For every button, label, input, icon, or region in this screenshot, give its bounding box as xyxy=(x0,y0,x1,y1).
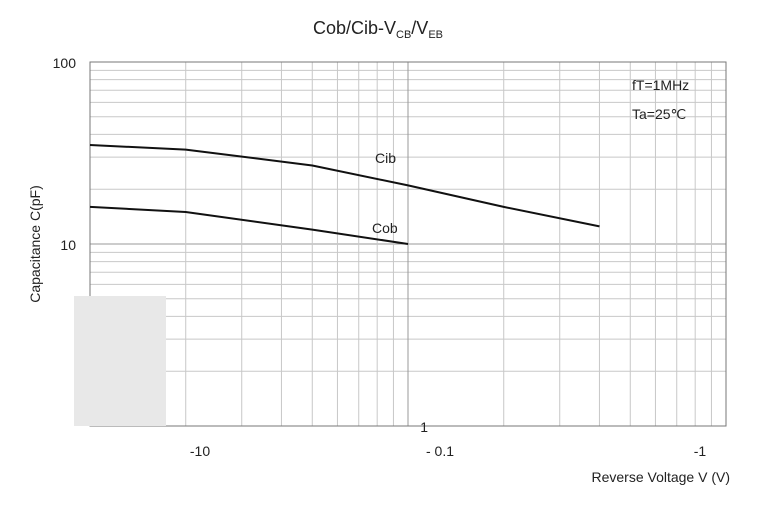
chart-title-main: Cob/Cib-V xyxy=(313,18,396,38)
x-tick-label-10: -10 xyxy=(190,443,210,459)
x-tick-label-1: -1 xyxy=(694,443,707,459)
x-tick-label-0-1: - 0.1 xyxy=(426,443,454,459)
y-tick-label-10: 10 xyxy=(60,237,76,253)
chart-title-sep: /V xyxy=(411,18,428,38)
series-line-cob xyxy=(89,205,409,245)
grid xyxy=(89,62,726,427)
annotation-temperature: Ta=25℃ xyxy=(632,106,686,122)
series-label-cob: Cob xyxy=(372,220,398,236)
chart-title-sub2: EB xyxy=(428,29,443,41)
annotation-frequency: fT=1MHz xyxy=(632,77,689,93)
y-axis-label: Capacitance C(pF) xyxy=(27,185,43,303)
series-line-cib xyxy=(89,144,600,228)
shaded-region xyxy=(74,296,166,426)
x-axis-label: Reverse Voltage V (V) xyxy=(591,469,730,485)
series-label-cib: Cib xyxy=(375,150,396,166)
chart-title: Cob/Cib-VCB/VEB xyxy=(313,18,443,41)
series-layer xyxy=(89,144,600,245)
y-tick-label-100: 100 xyxy=(53,55,77,71)
chart-title-sub1: CB xyxy=(396,29,411,41)
plot-frame xyxy=(89,61,727,427)
y-tick-label-1: 1 xyxy=(420,419,428,435)
